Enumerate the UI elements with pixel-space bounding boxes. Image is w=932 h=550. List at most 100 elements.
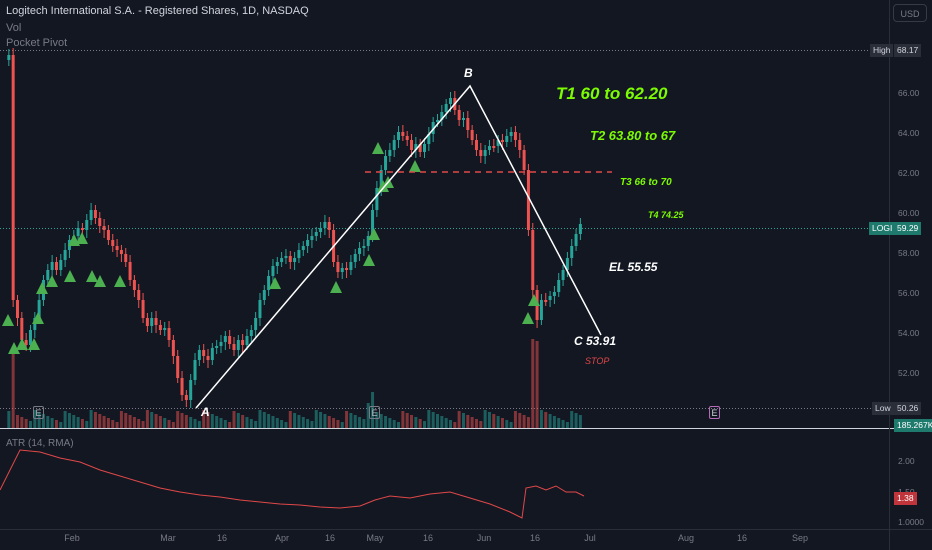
entry-level-label[interactable]: EL 55.55 [609, 260, 658, 274]
candle [388, 150, 392, 156]
volume-bar [184, 415, 188, 428]
volume-bar [197, 421, 201, 428]
pocket-pivot-marker [32, 312, 44, 324]
candle [487, 146, 491, 150]
candle [197, 350, 201, 360]
volume-bar [466, 415, 470, 428]
candle [280, 258, 284, 262]
volume-bar [206, 412, 210, 428]
candle [267, 276, 271, 290]
candle [219, 342, 223, 346]
volume-bar [98, 414, 102, 428]
volume-bar [102, 416, 106, 428]
candle [236, 340, 240, 350]
point-a-label[interactable]: A [201, 405, 210, 419]
volume-bar [241, 415, 245, 428]
volume-bar [526, 417, 530, 428]
volume-bar [496, 416, 500, 428]
pocket-pivot-marker [363, 254, 375, 266]
pocket-pivot-marker [64, 270, 76, 282]
volume-bar [500, 418, 504, 428]
volume-bar [54, 420, 58, 428]
candle [539, 300, 543, 320]
time-tick: 16 [216, 533, 228, 543]
point-c-label[interactable]: C 53.91 [574, 334, 617, 348]
candle [509, 132, 513, 136]
volume-bar [522, 415, 526, 428]
candle [228, 336, 232, 344]
currency-button[interactable]: USD [893, 4, 927, 22]
volume-bar [531, 339, 535, 428]
candle [80, 228, 84, 230]
candle [102, 226, 106, 230]
candle [85, 220, 89, 230]
earnings-marker[interactable]: E [369, 406, 380, 419]
volume-bar [306, 419, 310, 428]
candle [167, 328, 171, 340]
candle [565, 258, 569, 270]
candle [50, 262, 54, 270]
volume-bar [557, 418, 561, 428]
candle [526, 170, 530, 230]
target-1-label[interactable]: T1 60 to 62.20 [556, 84, 668, 103]
volume-bar [448, 420, 452, 428]
candle [202, 350, 206, 356]
volume-bar [479, 421, 483, 428]
volume-bar [258, 410, 262, 428]
volume-bar [293, 413, 297, 428]
candle [405, 136, 409, 140]
pocket-pivot-marker [522, 312, 534, 324]
volume-bar [323, 414, 327, 428]
target-2-label[interactable]: T2 63.80 to 67 [590, 128, 676, 143]
volume-bar [418, 419, 422, 428]
high-label: High [870, 44, 894, 57]
target-4-label[interactable]: T4 74.25 [648, 210, 684, 220]
candle [158, 325, 162, 330]
candle [319, 228, 323, 232]
pocket-pivot-marker [94, 275, 106, 287]
volume-bar [76, 417, 80, 428]
atr-indicator-title[interactable]: ATR (14, RMA) [6, 438, 74, 449]
point-b-label[interactable]: B [464, 66, 473, 80]
price-tick: 58.00 [898, 248, 920, 258]
upcoming-earnings-marker[interactable]: E [709, 406, 720, 419]
volume-bar [427, 410, 431, 428]
candle [466, 118, 470, 130]
volume-bar [578, 415, 582, 428]
stop-label[interactable]: STOP [585, 356, 610, 366]
price-tick: 54.00 [898, 328, 920, 338]
volume-bar [50, 418, 54, 428]
volume-bar [509, 422, 513, 428]
candle [431, 122, 435, 134]
time-tick: 16 [324, 533, 336, 543]
earnings-marker[interactable]: E [33, 406, 44, 419]
volume-bar [371, 392, 375, 428]
candle [262, 290, 266, 300]
candle [275, 262, 279, 266]
volume-bar [267, 414, 271, 428]
candle [574, 234, 578, 246]
volume-bar [115, 422, 119, 428]
time-tick: 16 [422, 533, 434, 543]
candle [193, 360, 197, 380]
volume-bar [145, 410, 149, 428]
candle [258, 300, 262, 318]
candle [306, 240, 310, 246]
volume-indicator-label[interactable]: Vol [6, 22, 22, 34]
candle [323, 222, 327, 228]
volume-value-label: 185.267K [894, 419, 932, 432]
target-3-label[interactable]: T3 66 to 70 [620, 177, 672, 188]
pocket-pivot-indicator-label[interactable]: Pocket Pivot [6, 37, 68, 49]
time-tick: May [366, 533, 384, 543]
candle [11, 55, 15, 300]
volume-bar [539, 410, 543, 428]
candle [171, 340, 175, 356]
symbol-title[interactable]: Logitech International S.A. - Registered… [6, 5, 309, 17]
time-tick: Mar [160, 533, 176, 543]
candle [128, 262, 132, 280]
volume-bar [353, 415, 357, 428]
volume-bar [457, 411, 461, 428]
volume-bar [565, 422, 569, 428]
volume-bar [431, 412, 435, 428]
